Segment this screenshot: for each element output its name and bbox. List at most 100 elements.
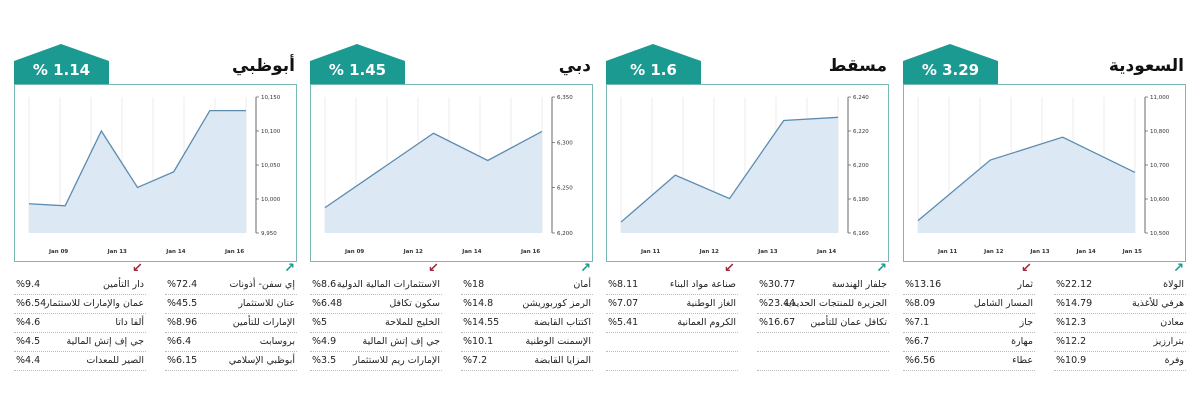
stock-change: %72.4 bbox=[167, 279, 198, 290]
x-tick-label: Jan 12 bbox=[403, 249, 423, 255]
stock-name: أمان bbox=[573, 279, 591, 290]
y-tick-label: 6,350 bbox=[557, 95, 573, 101]
list-item: جي إف إتش المالية %4.5 bbox=[14, 333, 146, 352]
losers-list: ثمار %13.16 المسار الشامل %8.09 جاز %7.1 مهارة… bbox=[903, 276, 1035, 371]
down-arrow-icon: ↙ bbox=[132, 261, 143, 276]
stock-change: %14.55 bbox=[463, 317, 500, 328]
stock-change: %14.79 bbox=[1056, 298, 1093, 309]
stock-change: %6.4 bbox=[167, 336, 192, 347]
list-item: هرفي للأغذية %14.79 bbox=[1054, 295, 1186, 314]
list-item: الرمز كوربوريشن %14.8 bbox=[461, 295, 593, 314]
gainers-list: أمان %18 الرمز كوربوريشن %14.8 اكتتاب القابض… bbox=[461, 276, 593, 371]
y-tick-label: 6,300 bbox=[557, 140, 573, 146]
y-tick-label: 6,200 bbox=[853, 163, 869, 169]
stock-change: %9.4 bbox=[16, 279, 41, 290]
series-area bbox=[621, 117, 838, 233]
list-item bbox=[606, 333, 738, 352]
stock-name: الولاة bbox=[1163, 279, 1184, 290]
stock-name: الكروم العمانية bbox=[677, 317, 736, 328]
stock-name: الغاز الوطنية bbox=[686, 298, 736, 309]
stock-change: %14.8 bbox=[463, 298, 494, 309]
chart-svg: 10,500 10,600 10,700 10,800 11,000 Jan 11 Jan … bbox=[917, 95, 1170, 255]
list-item: المزايا القابضة %7.2 bbox=[461, 352, 593, 371]
chart-svg: 6,200 6,250 6,300 6,350 Jan 09 Jan 12 Jan 14 Ja… bbox=[324, 95, 573, 255]
change-value: % 1.6 bbox=[630, 61, 677, 79]
list-item: جاز %7.1 bbox=[903, 314, 1035, 333]
change-badge: % 1.14 bbox=[14, 44, 109, 84]
stock-change: %12.3 bbox=[1056, 317, 1087, 328]
stock-change: %8.6 bbox=[312, 279, 337, 290]
stock-change: %10.1 bbox=[463, 336, 494, 347]
list-item: بروسابت %6.4 bbox=[165, 333, 297, 352]
stock-change: %7.1 bbox=[905, 317, 930, 328]
stock-change: %6.56 bbox=[905, 355, 936, 366]
list-item: اكتتاب القابضة %14.55 bbox=[461, 314, 593, 333]
stock-name: الإمارات ريم للاستثمار bbox=[352, 355, 440, 366]
y-tick-label: 10,050 bbox=[261, 163, 281, 169]
stock-name: جلفار الهندسة bbox=[831, 279, 887, 290]
series-area bbox=[918, 137, 1135, 233]
list-item: الإمارات ريم للاستثمار %3.5 bbox=[310, 352, 442, 371]
list-item: وفرة %10.9 bbox=[1054, 352, 1186, 371]
y-tick-label: 10,800 bbox=[1150, 129, 1170, 135]
list-item: تكافل عمان للتأمين %16.67 bbox=[757, 314, 889, 333]
change-badge: % 1.45 bbox=[310, 44, 405, 84]
losers-list: الاستثمارات المالية الدولية %8.6 سكون تكاف… bbox=[310, 276, 442, 371]
y-tick-label: 10,100 bbox=[261, 129, 281, 135]
stock-change: %12.2 bbox=[1056, 336, 1087, 347]
list-item: المسار الشامل %8.09 bbox=[903, 295, 1035, 314]
up-arrow-icon: ↗ bbox=[284, 261, 295, 276]
gainers-list: جلفار الهندسة %30.77 الجزيرة للمنتجات الحد… bbox=[757, 276, 889, 371]
stock-name: بترارزيز bbox=[1153, 336, 1184, 347]
list-item: الصير للمعدات %4.4 bbox=[14, 352, 146, 371]
stock-name: عمان والإمارات للاستثمار bbox=[44, 298, 144, 309]
list-item: جلفار الهندسة %30.77 bbox=[757, 276, 889, 295]
stock-change: %7.07 bbox=[608, 298, 639, 309]
list-item: عنان للاستثمار %45.5 bbox=[165, 295, 297, 314]
series-line bbox=[917, 136, 1136, 222]
stock-name: الجزيرة للمنتجات الحديدية bbox=[783, 298, 887, 309]
stock-change: %6.48 bbox=[312, 298, 343, 309]
stock-name: الإمارات للتأمين bbox=[232, 317, 295, 328]
x-tick-label: Jan 12 bbox=[983, 249, 1003, 255]
list-item: مهارة %6.7 bbox=[903, 333, 1035, 352]
stock-name: اكتتاب القابضة bbox=[534, 317, 591, 328]
stock-change: %10.9 bbox=[1056, 355, 1087, 366]
stock-name: الاستثمارات المالية الدولية bbox=[336, 279, 440, 290]
x-tick-label: Jan 11 bbox=[640, 249, 660, 255]
y-tick-label: 10,600 bbox=[1150, 197, 1170, 203]
market-name: أبوظبي bbox=[231, 56, 295, 76]
stock-change: %18 bbox=[463, 279, 485, 290]
index-chart: 9,950 10,000 10,050 10,100 10,150 Jan 09 Jan 1… bbox=[14, 84, 297, 262]
stock-name: الرمز كوربوريشن bbox=[522, 298, 591, 309]
list-item: معادن %12.3 bbox=[1054, 314, 1186, 333]
list-item: الخليج للملاحة %5 bbox=[310, 314, 442, 333]
y-tick-label: 6,250 bbox=[557, 186, 573, 192]
stock-name: المزايا القابضة bbox=[534, 355, 591, 366]
stock-change: %5 bbox=[312, 317, 328, 328]
badge-shape bbox=[903, 44, 998, 84]
y-tick-label: 11,000 bbox=[1150, 95, 1170, 101]
y-tick-label: 6,180 bbox=[853, 197, 869, 203]
list-item: بترارزيز %12.2 bbox=[1054, 333, 1186, 352]
stock-change: %6.15 bbox=[167, 355, 198, 366]
y-tick-label: 6,220 bbox=[853, 129, 869, 135]
stock-change: %6.54 bbox=[16, 298, 47, 309]
stock-name: صناعة مواد البناء bbox=[669, 279, 736, 290]
stock-name: ألفا داتا bbox=[115, 317, 144, 328]
list-item: صناعة مواد البناء %8.11 bbox=[606, 276, 738, 295]
stock-name: إي سفن- أذونات bbox=[229, 279, 295, 290]
badge-shape bbox=[310, 44, 405, 84]
x-tick-label: Jan 16 bbox=[520, 249, 540, 255]
y-tick-label: 10,500 bbox=[1150, 231, 1170, 237]
market-panel: % 1.45 دبي 6,200 6,250 6,300 6,350 Jan 09 Jan 1… bbox=[310, 44, 593, 371]
x-tick-label: Jan 15 bbox=[1122, 249, 1142, 255]
list-item: عمان والإمارات للاستثمار %6.54 bbox=[14, 295, 146, 314]
stock-name: جي إف إتش المالية bbox=[362, 336, 440, 347]
gainers-list: إي سفن- أذونات %72.4 عنان للاستثمار %45.5 ال… bbox=[165, 276, 297, 371]
stock-change: %23.44 bbox=[759, 298, 796, 309]
list-item: إي سفن- أذونات %72.4 bbox=[165, 276, 297, 295]
stock-change: %22.12 bbox=[1056, 279, 1093, 290]
list-item: الكروم العمانية %5.41 bbox=[606, 314, 738, 333]
x-tick-label: Jan 13 bbox=[757, 249, 777, 255]
